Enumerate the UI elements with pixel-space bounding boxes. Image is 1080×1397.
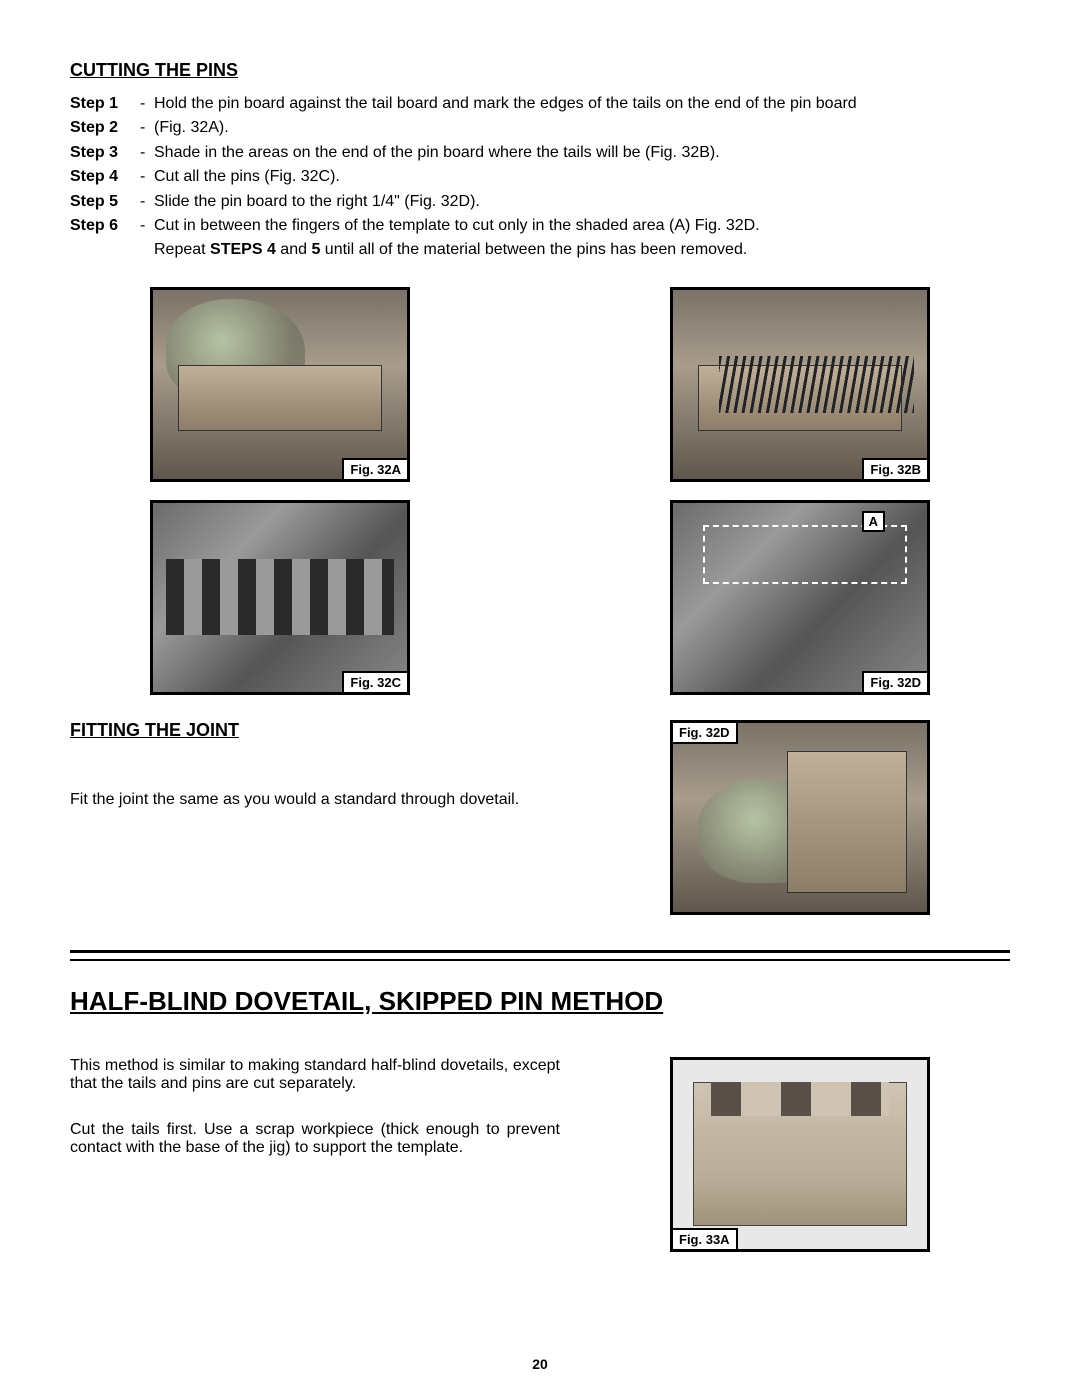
step-dash: - [140,215,154,237]
step-label: Step 4 [70,166,140,188]
figure-32a: Fig. 32A [150,287,410,482]
figure-label: Fig. 32C [342,671,409,694]
step-repeat-text: Repeat STEPS 4 and 5 until all of the ma… [154,239,1010,261]
figure-label: Fig. 32A [342,458,409,481]
step-label: Step 2 [70,117,140,139]
section-divider [70,950,1010,961]
lower-row: This method is similar to making standar… [70,1057,1010,1252]
figure-callout-a: A [862,511,885,532]
figure-wood-shape [178,365,381,431]
figure-label: Fig. 32D [671,721,738,744]
step-label-empty [70,239,140,261]
step-dash: - [140,117,154,139]
step-label: Step 5 [70,191,140,213]
figure-32d-second: Fig. 32D [670,720,930,915]
figure-dashed-callout [703,525,907,584]
step-row: Step 1 - Hold the pin board against the … [70,93,1010,115]
fitting-body-text: Fit the joint the same as you would a st… [70,791,550,809]
page-number: 20 [0,1356,1080,1372]
lower-text-block: This method is similar to making standar… [70,1057,560,1185]
section-title: HALF-BLIND DOVETAIL, SKIPPED PIN METHOD [70,986,1010,1017]
figure-33a: Fig. 33A [670,1057,930,1252]
step-repeat-row: Repeat STEPS 4 and 5 until all of the ma… [70,239,1010,261]
step-row: Step 2 - (Fig. 32A). [70,117,1010,139]
repeat-bold: STEPS 4 [210,241,276,258]
heading-cutting-pins: CUTTING THE PINS [70,60,1010,81]
step-dash: - [140,93,154,115]
step-text: Cut all the pins (Fig. 32C). [154,166,1010,188]
figure-label: Fig. 32B [862,458,929,481]
figure-notches-shape [711,1082,889,1116]
step-row: Step 4 - Cut all the pins (Fig. 32C). [70,166,1010,188]
step-text: (Fig. 32A). [154,117,1010,139]
step-label: Step 1 [70,93,140,115]
figure-32b: Fig. 32B [670,287,930,482]
fitting-text-block: FITTING THE JOINT Fit the joint the same… [70,720,550,809]
figure-label: Fig. 32D [862,671,929,694]
figure-32c: Fig. 32C [150,500,410,695]
step-dash: - [140,166,154,188]
step-row: Step 5 - Slide the pin board to the righ… [70,191,1010,213]
repeat-mid: and [276,241,312,258]
fitting-row: FITTING THE JOINT Fit the joint the same… [70,720,1010,915]
step-label: Step 3 [70,142,140,164]
step-dash: - [140,191,154,213]
lower-paragraph-1: This method is similar to making standar… [70,1057,560,1093]
figures-col-left: Fig. 32A Fig. 32C [150,287,410,695]
figures-row-1: Fig. 32A Fig. 32C Fig. 32B A Fig. 32D [70,287,1010,695]
step-label: Step 6 [70,215,140,237]
repeat-pre: Repeat [154,241,210,258]
step-dash-empty [140,239,154,261]
figure-teeth-shape [166,559,395,635]
figure-label: Fig. 33A [671,1228,738,1251]
step-row: Step 6 - Cut in between the fingers of t… [70,215,1010,237]
step-text: Cut in between the fingers of the templa… [154,215,1010,237]
step-text: Hold the pin board against the tail boar… [154,93,1010,115]
step-text: Slide the pin board to the right 1/4" (F… [154,191,1010,213]
repeat-post: until all of the material between the pi… [320,241,747,258]
figure-wood-shape [787,751,906,893]
figure-32d: A Fig. 32D [670,500,930,695]
step-row: Step 3 - Shade in the areas on the end o… [70,142,1010,164]
figures-col-right: Fig. 32B A Fig. 32D [670,287,930,695]
step-text: Shade in the areas on the end of the pin… [154,142,1010,164]
figure-shading-shape [719,356,915,413]
steps-list: Step 1 - Hold the pin board against the … [70,93,1010,262]
step-dash: - [140,142,154,164]
heading-fitting-joint: FITTING THE JOINT [70,720,550,741]
lower-paragraph-2: Cut the tails first. Use a scrap workpie… [70,1121,560,1157]
